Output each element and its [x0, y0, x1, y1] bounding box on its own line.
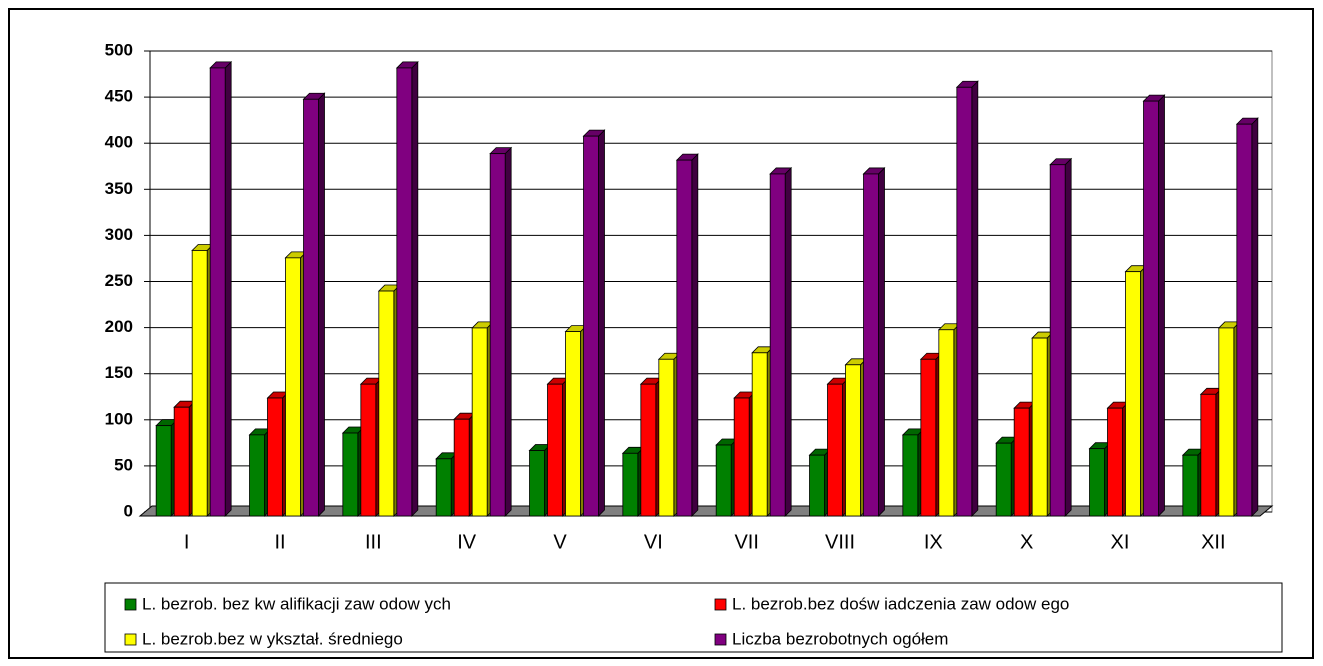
x-tick-label: I [184, 531, 190, 553]
bar [1125, 271, 1141, 517]
bar [191, 250, 208, 517]
bar [1200, 393, 1217, 517]
legend-swatch [124, 598, 137, 611]
bar [676, 159, 693, 517]
bar [565, 331, 581, 517]
bar [733, 397, 750, 517]
bar [209, 67, 226, 517]
x-tick-label: III [365, 531, 382, 553]
x-tick-label: XII [1201, 531, 1225, 553]
y-tick-label: 450 [105, 87, 133, 106]
y-tick-label: 100 [105, 409, 133, 428]
x-tick-label: XI [1111, 531, 1130, 553]
bar [622, 452, 639, 517]
y-tick-label: 250 [105, 271, 133, 290]
x-tick-label: II [274, 531, 285, 553]
bar [658, 358, 675, 517]
bar [471, 327, 488, 517]
x-tick-label: IV [457, 531, 477, 553]
legend-label: L. bezrob. bez kw alifikacji zaw odow yc… [142, 594, 451, 613]
y-tick-label: 400 [105, 133, 133, 152]
bar [1182, 454, 1199, 517]
bar [435, 458, 452, 517]
legend-label: L. bezrob.bez w ykształ. średniego [142, 629, 403, 648]
bar [640, 383, 657, 517]
x-tick-label: VII [734, 531, 758, 553]
bar [342, 432, 359, 517]
plot-floor [138, 505, 1274, 517]
bar-side [318, 92, 325, 517]
bar [303, 98, 319, 517]
legend-box [104, 582, 1283, 653]
bar [809, 454, 825, 517]
bar [529, 450, 545, 517]
bar [360, 383, 377, 517]
bar-side [598, 129, 605, 517]
bar [583, 135, 599, 517]
bar [938, 329, 955, 517]
bar-side [1158, 94, 1165, 517]
bar [715, 444, 732, 517]
bar [267, 397, 283, 517]
bar [1236, 123, 1253, 517]
bar [769, 173, 786, 517]
bar [863, 173, 879, 517]
bar-side [1064, 157, 1072, 517]
x-tick-label: X [1020, 531, 1033, 553]
y-tick-label: 350 [105, 179, 133, 198]
bar [155, 425, 172, 517]
bar [453, 418, 470, 517]
y-tick-label: 500 [105, 40, 133, 59]
bar [489, 153, 506, 517]
bar [1031, 337, 1048, 517]
bar [751, 352, 768, 517]
x-tick-label: IX [924, 531, 943, 553]
bar [249, 434, 265, 517]
bar [285, 257, 301, 517]
legend-label: L. bezrob.bez dośw iadczenia zaw odow eg… [732, 594, 1069, 613]
x-tick-label: V [553, 531, 567, 553]
bar [920, 358, 937, 517]
bar-side [691, 153, 699, 517]
bar [173, 406, 190, 517]
legend-swatch [714, 598, 727, 611]
y-tick-label: 200 [105, 317, 133, 336]
legend-swatch [124, 633, 137, 646]
bar [1143, 100, 1159, 517]
bar [902, 434, 919, 517]
x-tick-label: VIII [825, 531, 855, 553]
bar [547, 383, 563, 517]
legend-label: Liczba bezrobotnych ogółem [732, 629, 948, 648]
bar-side [971, 80, 979, 517]
bar-side [411, 60, 419, 517]
bar [378, 290, 395, 517]
legend-swatch [714, 633, 727, 646]
bar [1049, 164, 1066, 517]
bar [1089, 448, 1105, 517]
bar [1013, 407, 1030, 517]
bar-side [504, 146, 512, 517]
bar-side [1251, 117, 1259, 517]
bar [396, 67, 413, 517]
bar-side [878, 166, 885, 517]
bar-side [784, 166, 792, 517]
y-tick-label: 50 [114, 455, 133, 474]
bar [1107, 407, 1123, 517]
bar [956, 86, 973, 517]
bar [845, 364, 861, 517]
bar [1218, 327, 1235, 517]
bar [995, 442, 1012, 517]
y-tick-label: 0 [124, 501, 133, 520]
y-tick-label: 300 [105, 225, 133, 244]
x-tick-label: VI [644, 531, 663, 553]
bar-side [224, 60, 232, 517]
bar [827, 383, 843, 517]
y-tick-label: 150 [105, 363, 133, 382]
